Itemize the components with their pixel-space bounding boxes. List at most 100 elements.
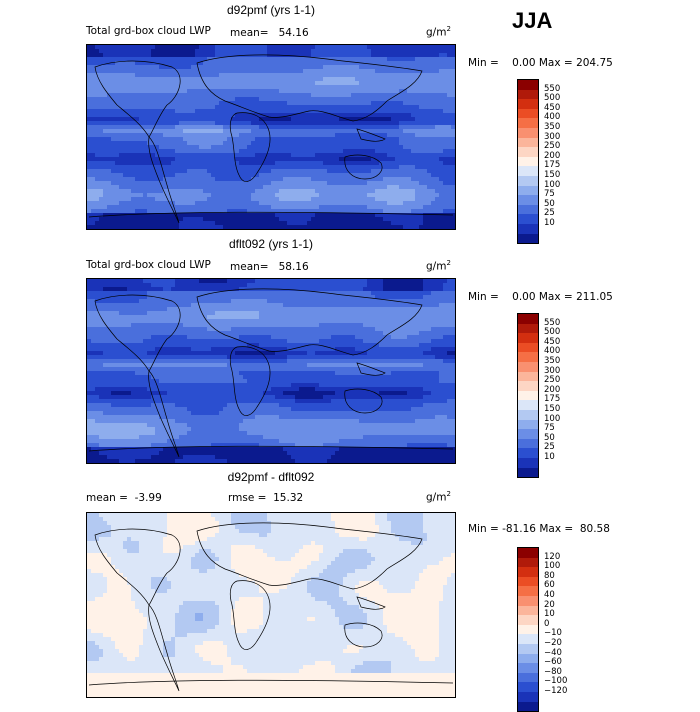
map-cell <box>119 283 124 288</box>
map-cell <box>287 65 292 70</box>
map-cell <box>211 299 216 304</box>
map-cell <box>403 295 408 300</box>
map-cell <box>375 113 380 118</box>
map-cell <box>99 73 104 78</box>
map-cell <box>387 89 392 94</box>
map-cell <box>355 221 360 226</box>
map-cell <box>367 125 372 130</box>
map-cell <box>423 185 428 190</box>
map-cell <box>295 193 300 198</box>
map-cell <box>431 165 436 170</box>
map-cell <box>263 149 268 154</box>
map-cell <box>207 189 212 194</box>
map-cell <box>107 283 112 288</box>
map-cell <box>355 225 360 229</box>
map-cell <box>415 181 420 186</box>
map-cell <box>91 149 96 154</box>
map-cell <box>235 129 240 134</box>
map-cell <box>291 303 296 308</box>
map-cell <box>99 129 104 134</box>
map-cell <box>351 303 356 308</box>
map-cell <box>299 45 304 50</box>
map-cell <box>219 185 224 190</box>
map-cell <box>279 153 284 158</box>
map-cell <box>439 85 444 90</box>
map-cell <box>299 145 304 150</box>
map-cell <box>319 121 324 126</box>
map-cell <box>127 209 132 214</box>
map-cell <box>123 101 128 106</box>
map-cell <box>431 299 436 304</box>
map-cell <box>271 105 276 110</box>
map-cell <box>191 81 196 86</box>
map-cell <box>255 137 260 142</box>
map-cell <box>91 303 96 308</box>
map-cell <box>227 303 232 308</box>
map-cell <box>447 57 452 62</box>
map-cell <box>335 121 340 126</box>
map-cell <box>279 169 284 174</box>
map-cell <box>135 157 140 162</box>
map-cell <box>419 93 424 98</box>
map-cell <box>279 77 284 82</box>
map-cell <box>167 295 172 300</box>
map-cell <box>343 65 348 70</box>
map-cell <box>311 225 316 229</box>
map-cell <box>395 133 400 138</box>
map-cell <box>111 287 116 292</box>
map-cell <box>351 65 356 70</box>
map-cell <box>415 221 420 226</box>
map-cell <box>343 49 348 54</box>
map-cell <box>295 225 300 229</box>
map-cell <box>419 299 424 304</box>
map-cell <box>379 189 384 194</box>
map-cell <box>451 209 455 214</box>
map-cell <box>91 49 96 54</box>
map-cell <box>163 73 168 78</box>
map-cell <box>411 133 416 138</box>
map-cell <box>435 193 440 198</box>
map-cell <box>375 145 380 150</box>
map-cell <box>427 125 432 130</box>
colorbar-tick-label: 25 <box>544 209 555 218</box>
map-cell <box>167 45 172 50</box>
map-cell <box>327 65 332 70</box>
map-cell <box>363 45 368 50</box>
map-cell <box>215 221 220 226</box>
map-cell <box>359 279 364 284</box>
map-cell <box>215 287 220 292</box>
map-cell <box>439 89 444 94</box>
map-cell <box>147 121 152 126</box>
map-cell <box>303 197 308 202</box>
map-cell <box>231 287 236 292</box>
map-cell <box>323 205 328 210</box>
panel1-units: g/m2 <box>426 25 451 39</box>
map-cell <box>383 73 388 78</box>
map-cell <box>403 189 408 194</box>
map-cell <box>127 137 132 142</box>
map-cell <box>91 129 96 134</box>
map-cell <box>115 177 120 182</box>
map-cell <box>347 299 352 304</box>
map-cell <box>155 85 160 90</box>
map-cell <box>139 145 144 150</box>
map-cell <box>431 45 436 50</box>
map-cell <box>87 279 92 284</box>
map-cell <box>435 295 440 300</box>
map-cell <box>359 185 364 190</box>
map-cell <box>243 125 248 130</box>
map-cell <box>263 145 268 150</box>
map-cell <box>327 169 332 174</box>
map-cell <box>275 133 280 138</box>
map-cell <box>223 161 228 166</box>
map-cell <box>267 197 272 202</box>
map-cell <box>411 105 416 110</box>
map-cell <box>135 113 140 118</box>
map-cell <box>251 45 256 50</box>
map-cell <box>347 303 352 308</box>
map-cell <box>223 137 228 142</box>
panel2-field-label: Total grd-box cloud LWP <box>86 259 211 271</box>
map-cell <box>295 85 300 90</box>
map-cell <box>343 303 348 308</box>
map-cell <box>115 225 120 229</box>
